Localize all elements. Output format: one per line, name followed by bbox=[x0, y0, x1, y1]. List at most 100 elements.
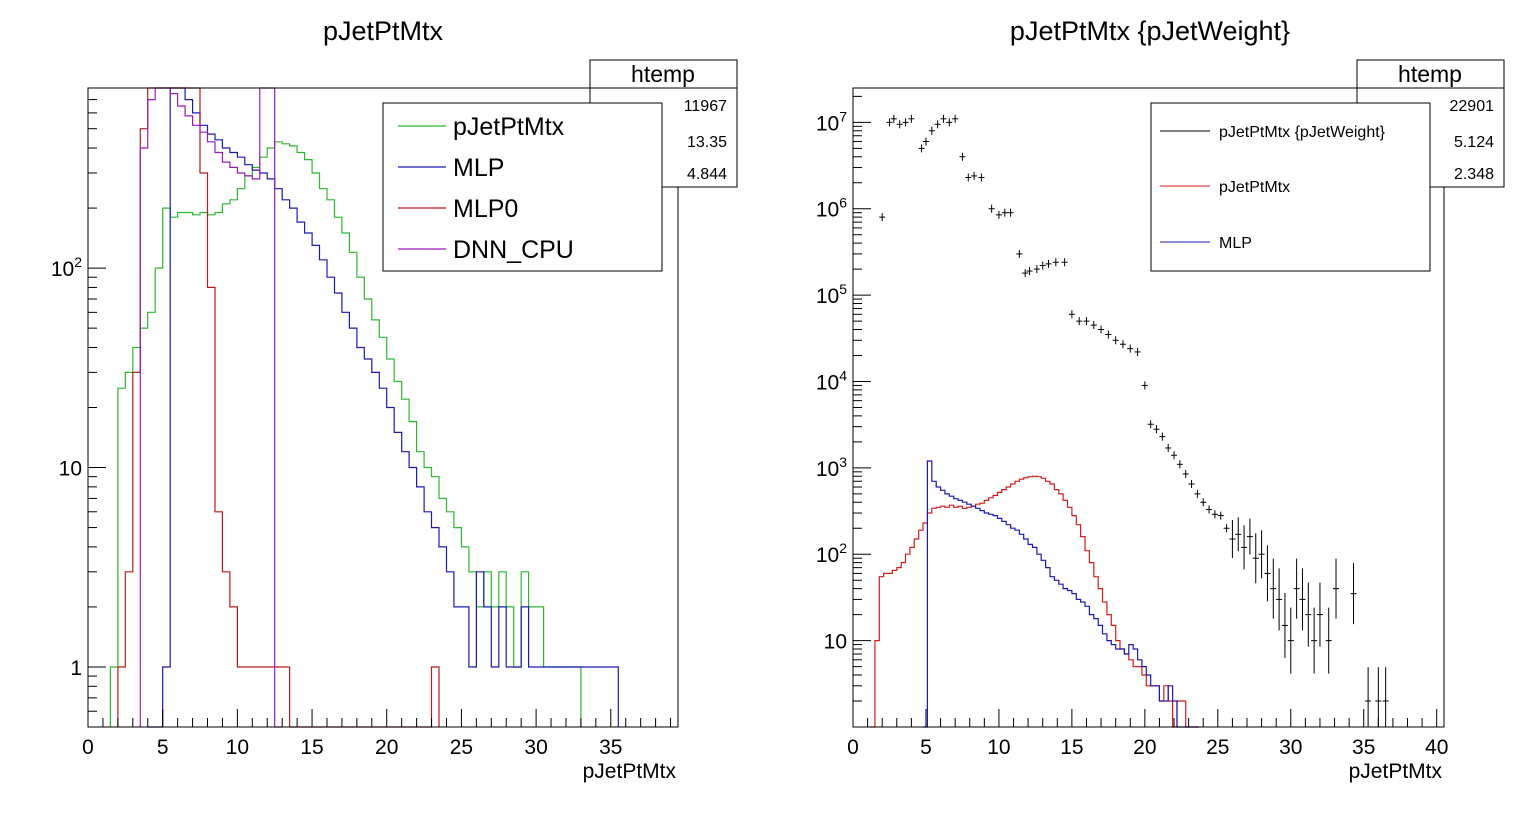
right-stats-entries: 22901 bbox=[1450, 98, 1495, 115]
left-legend: pJetPtMtx MLP MLP0 DNN_CPU bbox=[382, 102, 663, 272]
right-data-point bbox=[1090, 321, 1097, 330]
right-data-point bbox=[1026, 267, 1033, 276]
right-x-axis-title: pJetPtMtx bbox=[1349, 760, 1443, 783]
right-data-point bbox=[1200, 498, 1207, 507]
right-stats-title: htemp bbox=[1398, 61, 1462, 87]
left-y-ticks: 1 10 102 bbox=[51, 87, 106, 728]
right-data-point bbox=[1229, 520, 1236, 559]
left-x-tick-label: 10 bbox=[226, 736, 249, 759]
right-data-point bbox=[959, 152, 966, 161]
right-data-point bbox=[971, 171, 978, 180]
right-x-tick-label: 0 bbox=[847, 736, 859, 759]
right-data-point bbox=[1007, 208, 1014, 217]
right-data-point bbox=[1045, 259, 1052, 268]
right-data-point bbox=[1165, 443, 1172, 452]
right-data-point bbox=[1001, 208, 1008, 217]
right-data-point bbox=[1241, 525, 1248, 570]
right-data-point bbox=[1127, 344, 1134, 353]
left-x-tick-label: 5 bbox=[157, 736, 169, 759]
left-title: pJetPtMtx bbox=[323, 16, 444, 46]
left-y-tick-label: 1 bbox=[70, 657, 82, 680]
right-data-point bbox=[1112, 336, 1119, 345]
right-data-point bbox=[1159, 432, 1166, 441]
left-plot: pJetPtMtx 0 5 10 15 20 25 30 35 1 10 102 pJetPtMt… bbox=[51, 16, 738, 783]
right-data-point bbox=[902, 118, 909, 127]
left-stats-mean: 13.35 bbox=[687, 134, 727, 151]
left-x-tick-label: 35 bbox=[599, 736, 622, 759]
right-data-point bbox=[1039, 261, 1046, 270]
left-x-ticks: 0 5 10 15 20 25 30 35 bbox=[82, 709, 672, 759]
right-data-point bbox=[1258, 530, 1265, 579]
right-data-point bbox=[1305, 582, 1312, 647]
right-legend-label-1: pJetPtMtx bbox=[1219, 179, 1290, 196]
right-data-point bbox=[1299, 568, 1306, 631]
left-x-tick-label: 20 bbox=[375, 736, 398, 759]
right-series-0 bbox=[879, 114, 1389, 727]
right-y-tick-label: 107 bbox=[816, 108, 847, 135]
right-data-point bbox=[1281, 592, 1288, 658]
left-legend-label-0: pJetPtMtx bbox=[453, 113, 565, 141]
right-data-point bbox=[1141, 381, 1148, 390]
right-x-tick-label: 35 bbox=[1352, 736, 1375, 759]
right-y-tick-label: 106 bbox=[816, 195, 847, 222]
right-data-point bbox=[1316, 582, 1323, 647]
left-series-1 bbox=[147, 87, 619, 728]
right-data-point bbox=[886, 118, 893, 127]
right-data-point bbox=[952, 114, 959, 123]
left-legend-label-2: MLP0 bbox=[453, 195, 518, 223]
right-data-point bbox=[1016, 249, 1023, 258]
right-y-tick-label: 105 bbox=[816, 281, 847, 308]
right-data-point bbox=[1293, 558, 1300, 619]
right-data-point bbox=[1134, 347, 1141, 356]
right-x-ticks: 0 5 10 15 20 25 30 35 40 bbox=[847, 709, 1448, 759]
right-data-point bbox=[1350, 563, 1357, 625]
right-data-point bbox=[946, 118, 953, 127]
right-data-point bbox=[940, 114, 947, 123]
right-data-point bbox=[1287, 607, 1294, 674]
right-data-point bbox=[922, 137, 929, 146]
right-plot: pJetPtMtx {pJetWeight} 0 5 10 15 20 25 30 35 40 … bbox=[816, 16, 1505, 783]
left-x-axis-title: pJetPtMtx bbox=[583, 760, 677, 783]
right-data-point bbox=[1276, 568, 1283, 631]
right-data-point bbox=[1270, 558, 1277, 619]
right-data-point bbox=[879, 213, 886, 222]
right-legend-label-0: pJetPtMtx {pJetWeight} bbox=[1219, 124, 1386, 141]
right-data-point bbox=[1194, 489, 1201, 498]
right-data-point bbox=[1098, 325, 1105, 334]
right-data-point bbox=[1188, 480, 1195, 489]
left-x-tick-label: 25 bbox=[450, 736, 473, 759]
right-x-tick-label: 10 bbox=[987, 736, 1010, 759]
left-y-tick-label: 102 bbox=[51, 254, 82, 281]
right-data-point bbox=[1325, 607, 1332, 674]
right-series-2 bbox=[923, 460, 1199, 728]
right-data-point bbox=[918, 144, 925, 153]
right-data-point bbox=[1206, 505, 1213, 514]
right-data-point bbox=[1375, 667, 1382, 727]
right-stats-stddev: 2.348 bbox=[1454, 166, 1494, 183]
right-data-point bbox=[1182, 469, 1189, 478]
right-data-point bbox=[1333, 558, 1340, 619]
right-data-point bbox=[1246, 518, 1253, 555]
right-data-point bbox=[1223, 524, 1230, 533]
right-data-point bbox=[1382, 667, 1389, 727]
right-y-tick-label: 104 bbox=[816, 367, 847, 394]
right-y-tick-label: 103 bbox=[816, 454, 847, 481]
right-x-tick-label: 30 bbox=[1279, 736, 1302, 759]
right-data-point bbox=[995, 210, 1002, 219]
right-x-tick-label: 40 bbox=[1425, 736, 1448, 759]
right-data-point bbox=[1147, 420, 1154, 429]
right-data-point bbox=[1252, 533, 1259, 584]
right-x-tick-label: 5 bbox=[920, 736, 932, 759]
right-data-point bbox=[1022, 269, 1029, 278]
right-legend-label-2: MLP bbox=[1219, 235, 1252, 252]
right-title: pJetPtMtx {pJetWeight} bbox=[1010, 16, 1290, 46]
right-y-ticks: 10 102 103 104 105 106 107 bbox=[816, 95, 871, 728]
right-y-tick-label: 10 bbox=[824, 631, 847, 654]
left-stats-entries: 11967 bbox=[684, 98, 727, 115]
right-data-point bbox=[965, 173, 972, 182]
right-y-tick-label: 102 bbox=[816, 540, 847, 567]
left-stats-title: htemp bbox=[631, 61, 695, 87]
right-data-point bbox=[1171, 451, 1178, 460]
right-data-point bbox=[1061, 258, 1068, 267]
